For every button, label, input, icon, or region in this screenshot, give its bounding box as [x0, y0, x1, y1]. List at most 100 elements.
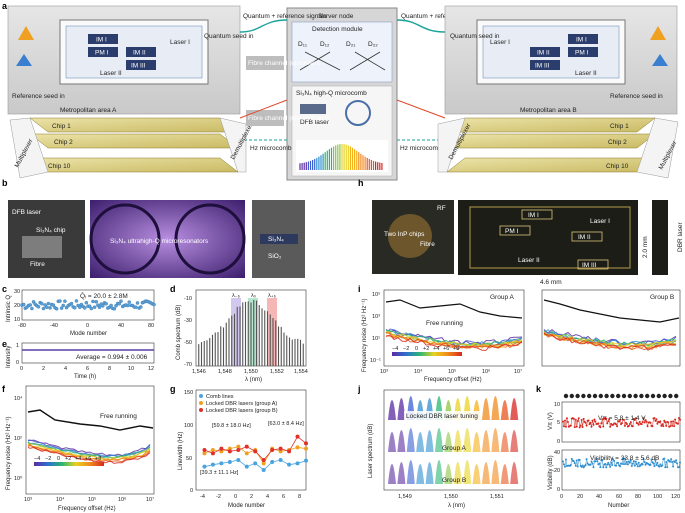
marker-d-1: λ₀ [251, 293, 256, 299]
q-point [48, 306, 52, 310]
chip2-label-b: Chip 2 [608, 139, 627, 146]
q-point [89, 306, 94, 311]
seed-signal-icon-a [18, 26, 34, 40]
device-dot [563, 393, 569, 399]
ylabel-f: Frequency noise (Hz² Hz⁻¹) [6, 416, 12, 490]
dim-2-0mm: 2.0 mm [642, 236, 649, 258]
q-point [69, 301, 74, 306]
vpi-point [581, 426, 584, 429]
q-point [109, 303, 113, 308]
im2-label-b: IM II [537, 50, 550, 57]
q-point [104, 301, 108, 306]
chip10-label-a: Chip 10 [48, 163, 71, 170]
xtick-d-3: 1,552 [270, 369, 284, 375]
detection-module-label: Detection module [312, 26, 363, 33]
device-dot [581, 393, 586, 399]
xlabel-j: λ (nm) [448, 503, 465, 509]
locked-noise-trace-i [543, 333, 677, 351]
metro-area-a-label: Metropolitan area A [60, 107, 117, 114]
scale-i-2: 0 [415, 346, 418, 352]
q-point [59, 306, 64, 310]
q-point [82, 306, 87, 310]
detector-d12: D₁₂ [320, 41, 330, 48]
device-dot [633, 393, 638, 399]
scale-f-3: +2 [65, 456, 71, 462]
laser-peak [491, 428, 500, 452]
laser2-label-a: Laser II [100, 70, 122, 77]
laser-peak [425, 430, 434, 452]
device-dot [616, 393, 621, 399]
laser-peak [406, 428, 415, 452]
vpi-visibility-series-k [561, 417, 681, 469]
device-dots-k [563, 393, 679, 399]
ytick-k-top-2: 0 [557, 439, 560, 445]
q-point [92, 305, 97, 309]
xtick-i-0: 10³ [380, 369, 388, 375]
axes-i-b [541, 289, 681, 367]
locked-noise-trace-i [385, 334, 523, 351]
pm1-label-a: PM I [95, 50, 109, 57]
comb-lines-d [198, 299, 304, 366]
xlabel-f: Frequency offset (Hz) [58, 506, 116, 512]
device-dot [656, 393, 661, 399]
h-pm1-block [499, 225, 531, 236]
xlabel-i: Frequency offset (Hz) [424, 377, 482, 383]
sin-label: Si₃N₄ [268, 236, 284, 243]
h-laser2-label: Laser II [518, 257, 540, 264]
laser-peak [444, 432, 453, 452]
annotation-g-2: [63.0 ± 8.4 Hz] [268, 421, 304, 427]
fibre-up-box [246, 56, 284, 70]
xtick-i-1: 10⁴ [414, 368, 423, 375]
laser-peak [397, 398, 406, 420]
xlabel-c: Mode number [70, 331, 107, 337]
ytick-k-bottom-0: 40 [554, 450, 560, 456]
locked-noise-trace [27, 441, 151, 459]
laser-peak [397, 462, 406, 484]
scale-f-2: 0 [57, 456, 60, 462]
fibre-down-box [246, 110, 284, 126]
reference-signal-icon-a [16, 54, 32, 66]
laser-peak [388, 464, 396, 484]
scale-i-1: −2 [403, 346, 409, 352]
xtick-k-6: 120 [671, 494, 680, 500]
im2-block-a [126, 47, 156, 57]
xtick-g-5: 6 [282, 494, 285, 500]
laser1-label-a: Laser I [170, 39, 190, 46]
multiplexer-b [636, 117, 679, 179]
photo-dfb-label: DFB laser [12, 209, 42, 216]
ytick-g-1: 100 [184, 423, 193, 429]
xtick-c-3: 40 [118, 323, 124, 329]
upstream-link-right [396, 19, 446, 33]
xtick-c-0: -80 [18, 323, 26, 329]
device-dot [668, 393, 673, 399]
xtick-e-1: 2 [42, 366, 45, 372]
resonator-ring-1 [89, 203, 161, 275]
ytick-c-2: 10 [14, 317, 20, 323]
sio2-label: SiO₂ [268, 253, 282, 260]
q-point [41, 306, 46, 311]
laser-peak [510, 430, 519, 452]
device-dot [598, 393, 603, 399]
xtick-i-2: 10⁵ [448, 368, 456, 375]
locked-noise-trace-i [385, 332, 523, 349]
red-link-right [396, 99, 446, 119]
laser-peak [510, 398, 519, 420]
annotation-e: Average = 0.994 ± 0.006 [76, 354, 148, 361]
q-point [84, 300, 89, 305]
xtick-g-2: 0 [234, 494, 237, 500]
axes-e [21, 342, 155, 364]
laser-peak [491, 396, 500, 420]
fibre-up-label: Fibre channel (upstream) [248, 60, 321, 67]
h-im2-block [571, 231, 603, 242]
device-dot [604, 393, 609, 399]
panel-letter-k: k [536, 384, 542, 394]
xtick-k-0: 0 [560, 494, 563, 500]
xtick-e-3: 6 [86, 366, 89, 372]
axes-k-bottom [561, 449, 681, 491]
xtick-i-3: 10⁶ [482, 368, 490, 375]
chip1-label-b: Chip 1 [610, 123, 629, 130]
device-dot [592, 393, 598, 399]
locked-noise-trace [27, 439, 151, 457]
group-b-label-j: Group B [442, 477, 466, 484]
